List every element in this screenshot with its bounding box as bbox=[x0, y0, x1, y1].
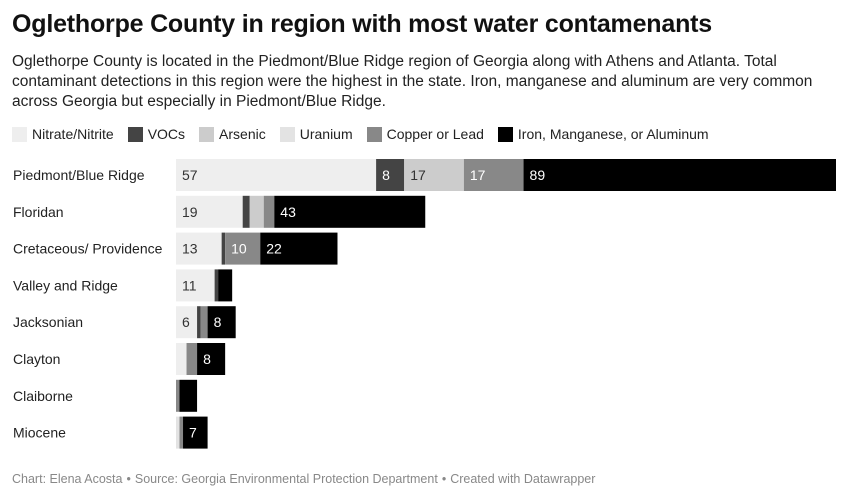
data-label: 8 bbox=[382, 167, 390, 183]
footer-source: Source: Georgia Environmental Protection… bbox=[134, 472, 438, 486]
legend-swatch bbox=[12, 126, 27, 142]
bar-segment-iron-manganese-or-aluminum bbox=[274, 195, 426, 228]
category-label: Miocene bbox=[13, 425, 66, 441]
bar-segment-nitrate-nitrite bbox=[176, 159, 377, 191]
bar-segment-vocs bbox=[242, 195, 250, 228]
bar-row-jacksonian: Jacksonian 6 8 bbox=[13, 306, 236, 339]
bar-segment-nitrate-nitrite bbox=[176, 232, 222, 265]
chart-subtitle: Oglethorpe County is located in the Pied… bbox=[12, 53, 813, 110]
bar-segment-copper-or-lead bbox=[463, 159, 524, 191]
category-label: Valley and Ridge bbox=[13, 277, 118, 293]
data-label: 17 bbox=[410, 167, 426, 183]
data-label: 57 bbox=[182, 167, 198, 183]
data-label: 8 bbox=[203, 351, 211, 367]
bar-row-valley-and-ridge: Valley and Ridge 11 bbox=[13, 269, 233, 302]
legend: Nitrate/Nitrite VOCs Arsenic Uranium Copper … bbox=[12, 126, 723, 142]
legend-swatch bbox=[497, 126, 513, 142]
bar-row-floridan: Floridan 19 43 bbox=[13, 195, 426, 228]
bar-segment-copper-or-lead bbox=[179, 416, 184, 449]
legend-swatch bbox=[366, 126, 382, 142]
bar-row-piedmont-blue-ridge: Piedmont/Blue Ridge 57 8 17 17 89 bbox=[13, 159, 836, 191]
legend-item-iron-manganese-or-aluminum: Iron, Manganese, or Aluminum bbox=[497, 126, 709, 142]
data-label: 17 bbox=[470, 167, 486, 183]
bar-segment-uranium bbox=[176, 416, 180, 449]
bar-segment-arsenic bbox=[404, 159, 464, 191]
bar-segment-copper-or-lead bbox=[200, 306, 208, 339]
legend-label: Iron, Manganese, or Aluminum bbox=[517, 126, 709, 142]
category-label: Piedmont/Blue Ridge bbox=[13, 167, 145, 183]
legend-label: Uranium bbox=[299, 126, 353, 142]
bar-segment-vocs bbox=[214, 269, 219, 302]
bar-row-clayton: Clayton 8 bbox=[13, 343, 226, 375]
legend-item-nitrate-nitrite: Nitrate/Nitrite bbox=[12, 126, 114, 142]
bar-segment-vocs bbox=[197, 306, 201, 339]
legend-label: VOCs bbox=[147, 126, 186, 142]
category-label: Jacksonian bbox=[13, 314, 83, 330]
footer: Chart: Elena Acosta • Source: Georgia Envi… bbox=[12, 472, 596, 486]
data-label: 11 bbox=[182, 277, 197, 293]
legend-item-copper-or-lead: Copper or Lead bbox=[366, 126, 484, 142]
legend-label: Arsenic bbox=[219, 126, 266, 142]
bar-segment-arsenic bbox=[249, 195, 264, 228]
bar-row-cretaceous-providence: Cretaceous/ Providence 13 10 22 bbox=[13, 232, 338, 265]
legend-item-vocs: VOCs bbox=[127, 126, 186, 142]
bar-segment-vocs bbox=[376, 159, 405, 191]
bar-segment-nitrate-nitrite bbox=[176, 269, 215, 302]
bar-row-claiborne: Claiborne bbox=[13, 379, 198, 412]
bar-segment-copper-or-lead bbox=[225, 232, 261, 265]
bar-row-miocene: Miocene 7 bbox=[13, 416, 208, 449]
bar-segment-iron-manganese-or-aluminum bbox=[179, 379, 198, 412]
legend-label: Nitrate/Nitrite bbox=[32, 126, 114, 142]
data-label: 8 bbox=[214, 314, 222, 330]
data-label: 22 bbox=[266, 241, 282, 257]
category-label: Clayton bbox=[13, 351, 60, 367]
bar-segment-nitrate-nitrite bbox=[176, 306, 198, 339]
data-label: 43 bbox=[280, 204, 296, 220]
bar-segment-copper-or-lead bbox=[186, 343, 198, 375]
data-label: 89 bbox=[530, 167, 546, 183]
bar-segment-copper-or-lead bbox=[176, 379, 180, 412]
bar-segment-iron-manganese-or-aluminum bbox=[523, 159, 836, 191]
data-label: 10 bbox=[231, 241, 247, 257]
data-label: 6 bbox=[182, 314, 190, 330]
bar-segment-iron-manganese-or-aluminum bbox=[260, 232, 338, 265]
chart-title: Oglethorpe County in region with most wa… bbox=[12, 10, 712, 38]
footer-credit: Chart: Elena Acosta bbox=[12, 472, 123, 486]
bar-segment-copper-or-lead bbox=[263, 195, 275, 228]
bar-segment-nitrate-nitrite bbox=[176, 195, 243, 228]
legend-item-arsenic: Arsenic bbox=[199, 126, 266, 142]
legend-swatch bbox=[279, 126, 295, 142]
category-label: Floridan bbox=[13, 204, 64, 220]
data-label: 19 bbox=[182, 204, 198, 220]
stacked-bar-chart: Piedmont/Blue Ridge 57 8 17 17 89 Floridan 19 43… bbox=[13, 159, 836, 449]
legend-label: Copper or Lead bbox=[386, 126, 484, 142]
data-label: 7 bbox=[189, 425, 197, 441]
footer-tool: Created with Datawrapper bbox=[450, 472, 596, 486]
legend-item-uranium: Uranium bbox=[279, 126, 353, 142]
data-label: 13 bbox=[182, 241, 198, 257]
legend-swatch bbox=[127, 126, 143, 142]
category-label: Cretaceous/ Providence bbox=[13, 241, 163, 257]
bar-segment-iron-manganese-or-aluminum bbox=[183, 416, 208, 449]
bar-segment-iron-manganese-or-aluminum bbox=[207, 306, 236, 339]
legend-swatch bbox=[199, 126, 215, 142]
category-label: Claiborne bbox=[13, 388, 73, 404]
bar-segment-iron-manganese-or-aluminum bbox=[197, 343, 226, 375]
bar-segment-vocs bbox=[221, 232, 226, 265]
bar-segment-nitrate-nitrite bbox=[176, 343, 187, 375]
bar-segment-iron-manganese-or-aluminum bbox=[218, 269, 233, 302]
